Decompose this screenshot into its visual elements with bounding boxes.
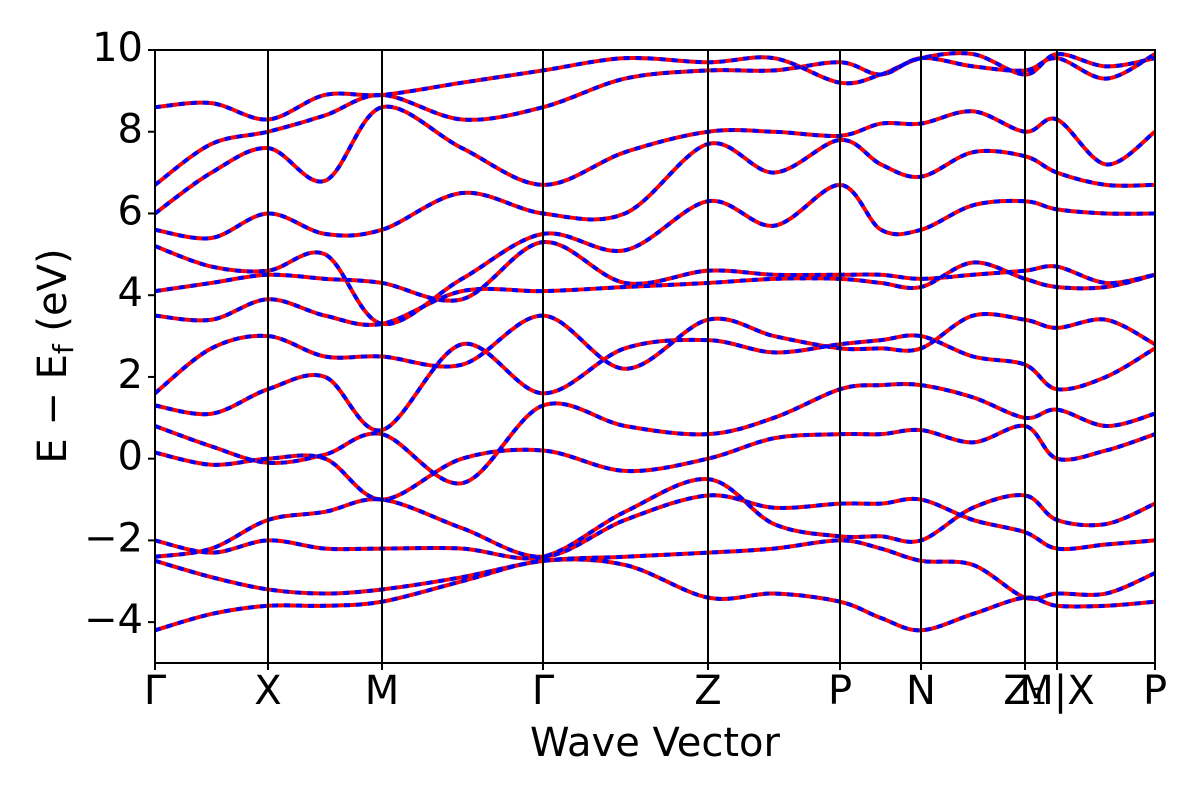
band-line [155, 51, 1155, 122]
x-tick-label: Γ [532, 668, 555, 714]
x-tick-label: M|X [1019, 668, 1094, 714]
band-line [155, 493, 1155, 559]
y-tick-label: 6 [118, 188, 143, 234]
x-tick-label: X [254, 668, 281, 714]
band-line [155, 311, 1155, 395]
band-line [155, 538, 1155, 602]
band-line [155, 182, 1155, 326]
y-tick-label: −4 [84, 597, 143, 643]
y-tick-label: −2 [84, 515, 143, 561]
y-tick-label: 0 [118, 434, 143, 480]
band-line [155, 557, 1155, 633]
y-axis-label: E − Ef (eV) [30, 248, 80, 463]
x-tick-label: P [828, 668, 852, 714]
y-tick-label: 2 [118, 352, 143, 398]
y-label-sub: f [47, 343, 80, 354]
bands [155, 51, 1155, 633]
x-tick-label: N [906, 668, 936, 714]
x-axis-label: Wave Vector [530, 720, 781, 766]
band-line [155, 477, 1155, 561]
x-tick-label: Γ [144, 668, 167, 714]
x-tick-label: P [1143, 668, 1167, 714]
y-tick-label: 4 [118, 270, 143, 316]
x-tick-label: Z [694, 668, 721, 714]
y-label-part: E − E [30, 354, 76, 464]
band-line [155, 477, 1155, 561]
band-line [155, 240, 1155, 303]
band-line [155, 51, 1155, 122]
x-tick-label: M [365, 668, 400, 714]
plot-frame [154, 49, 1156, 664]
y-tick-label: 10 [92, 25, 143, 71]
band-line [155, 311, 1155, 395]
band-line [155, 52, 1155, 187]
band-line [155, 423, 1155, 502]
band-line [155, 423, 1155, 502]
band-line [155, 137, 1155, 241]
axes: Γ X M Γ Z P N Z₁M|X P −4 −2 0 2 4 6 8 10 [84, 25, 1167, 714]
y-tick-label: 8 [118, 107, 143, 153]
x-tick-label: Z₁ [1003, 668, 1046, 714]
y-label-part: (eV) [30, 248, 76, 344]
band-line [155, 538, 1155, 602]
